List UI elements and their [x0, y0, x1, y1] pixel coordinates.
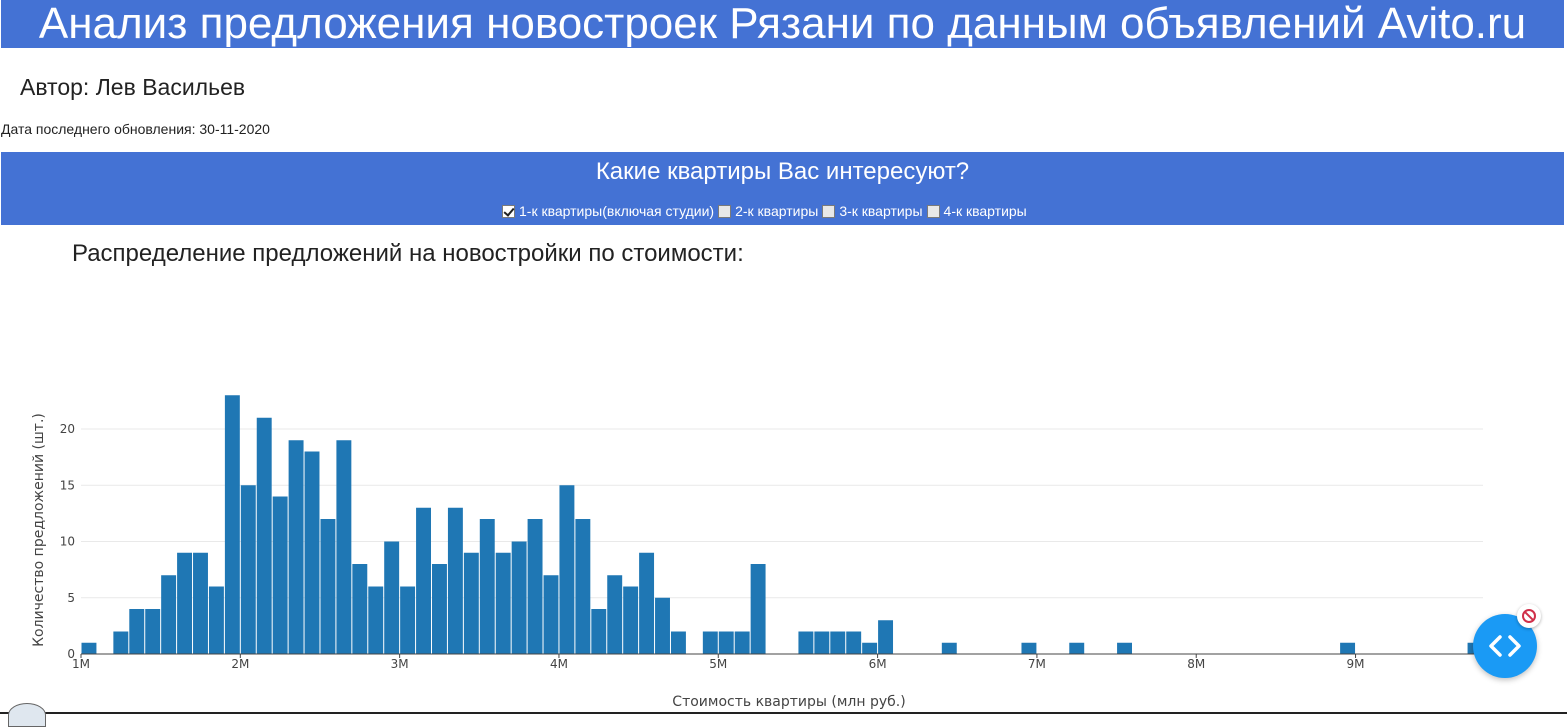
- histogram-bar: [670, 631, 686, 654]
- histogram-bar: [447, 507, 463, 654]
- histogram-bar: [224, 395, 240, 654]
- filter-question: Какие квартиры Вас интересуют?: [595, 158, 970, 185]
- histogram-bar: [272, 496, 288, 654]
- x-axis-title: Стоимость квартиры (млн руб.): [672, 694, 905, 710]
- x-tick-label: 6M: [869, 657, 887, 671]
- option-label: 3-к квартиры: [839, 203, 923, 219]
- histogram-bar: [320, 519, 336, 654]
- histogram-bar: [702, 631, 718, 654]
- histogram-bar: [129, 609, 145, 654]
- x-tick-label: 8M: [1187, 657, 1205, 671]
- histogram-bar: [575, 519, 591, 654]
- option-label: 2-к квартиры: [735, 203, 819, 219]
- histogram-bar: [145, 609, 161, 654]
- option-4-room[interactable]: 4-к квартиры: [926, 203, 1027, 219]
- histogram-bar: [814, 631, 830, 654]
- histogram-bar: [463, 552, 479, 654]
- x-tick-label: 3M: [391, 657, 409, 671]
- histogram-bar: [543, 575, 559, 654]
- author-line: Автор: Лев Васильев: [20, 74, 246, 100]
- checkbox-4-room[interactable]: [926, 204, 940, 218]
- checkbox-2-room[interactable]: [718, 204, 732, 218]
- histogram-bar: [718, 631, 734, 654]
- histogram-bar: [1340, 642, 1356, 654]
- histogram-bar: [527, 519, 543, 654]
- x-tick-label: 5M: [709, 657, 727, 671]
- code-brackets-icon: [1489, 635, 1521, 657]
- histogram-bar: [368, 586, 384, 654]
- histogram-bar: [479, 519, 495, 654]
- histogram-bar: [878, 620, 894, 654]
- histogram-bar: [941, 642, 957, 654]
- y-tick-label: 20: [60, 422, 75, 436]
- histogram-bar: [639, 552, 655, 654]
- histogram-bar: [352, 564, 368, 654]
- histogram-bar: [432, 564, 447, 654]
- widget-dismiss-button[interactable]: [1517, 604, 1541, 628]
- option-1-room[interactable]: 1-к квартиры(включая студии): [502, 203, 714, 219]
- chart-section-title: Распределение предложений на новостройки…: [72, 240, 744, 267]
- histogram-bar: [1069, 642, 1085, 654]
- blocked-icon: [1522, 609, 1536, 623]
- histogram-bar: [304, 451, 320, 654]
- x-tick-label: 1M: [72, 657, 90, 671]
- apartment-filter-panel: Какие квартиры Вас интересуют?: [1, 152, 1564, 225]
- histogram-bar: [240, 485, 256, 654]
- y-tick-label: 0: [67, 647, 75, 661]
- y-tick-label: 10: [60, 535, 75, 549]
- histogram-bar: [495, 552, 511, 654]
- histogram-bar: [830, 631, 846, 654]
- histogram-bar: [113, 631, 129, 654]
- divider: [0, 712, 1567, 714]
- avatar[interactable]: [8, 703, 46, 727]
- x-tick-label: 4M: [550, 657, 568, 671]
- x-tick-label: 7M: [1028, 657, 1046, 671]
- histogram-bar: [177, 552, 193, 654]
- histogram-bar: [336, 440, 352, 654]
- histogram-bar: [511, 541, 527, 654]
- histogram-bar: [193, 552, 208, 654]
- histogram-bar: [256, 417, 272, 654]
- histogram-bar: [208, 586, 224, 654]
- y-axis-title: Количество предложений (шт.): [31, 413, 47, 647]
- histogram-bar: [288, 440, 304, 654]
- page-header: Анализ предложения новостроек Рязани по …: [1, 0, 1564, 48]
- histogram-bar: [400, 586, 416, 654]
- histogram-bar: [1021, 642, 1037, 654]
- checkbox-3-room[interactable]: [822, 204, 836, 218]
- option-label: 1-к квартиры(включая студии): [519, 203, 715, 219]
- x-tick-label: 9M: [1347, 657, 1365, 671]
- y-tick-label: 5: [67, 591, 75, 605]
- histogram-bar: [846, 631, 862, 654]
- y-tick-label: 15: [60, 478, 75, 492]
- option-label: 4-к квартиры: [943, 203, 1027, 219]
- histogram-bar: [384, 541, 400, 654]
- histogram-bar: [1117, 642, 1132, 654]
- histogram-bar: [161, 575, 177, 654]
- histogram-bar: [623, 586, 639, 654]
- histogram-bar: [734, 631, 750, 654]
- histogram-bar: [607, 575, 623, 654]
- checkbox-1-room[interactable]: [502, 204, 515, 218]
- histogram-bar: [750, 564, 766, 654]
- histogram-bar: [655, 597, 670, 654]
- histogram-bar: [591, 609, 607, 654]
- option-2-room[interactable]: 2-к квартиры: [718, 203, 818, 219]
- last-updated: Дата последнего обновления: 30-11-2020: [1, 121, 270, 137]
- histogram-bar: [862, 642, 878, 654]
- histogram-bar: [416, 507, 431, 654]
- option-3-room[interactable]: 3-к квартиры: [822, 203, 923, 219]
- price-histogram-chart: 0 5 10 15 20 1M 2M 3M 4M 5M 6M 7M 8M 9M Стоимость квар…: [31, 395, 1483, 710]
- histogram-bar: [81, 642, 97, 654]
- histogram-bar: [559, 485, 575, 654]
- room-type-checkboxes: 1-к квартиры(включая студии) 2-к квартир…: [502, 201, 1031, 221]
- page-title: Анализ предложения новостроек Рязани по …: [38, 0, 1527, 48]
- histogram-bar: [798, 631, 814, 654]
- x-tick-label: 2M: [231, 657, 249, 671]
